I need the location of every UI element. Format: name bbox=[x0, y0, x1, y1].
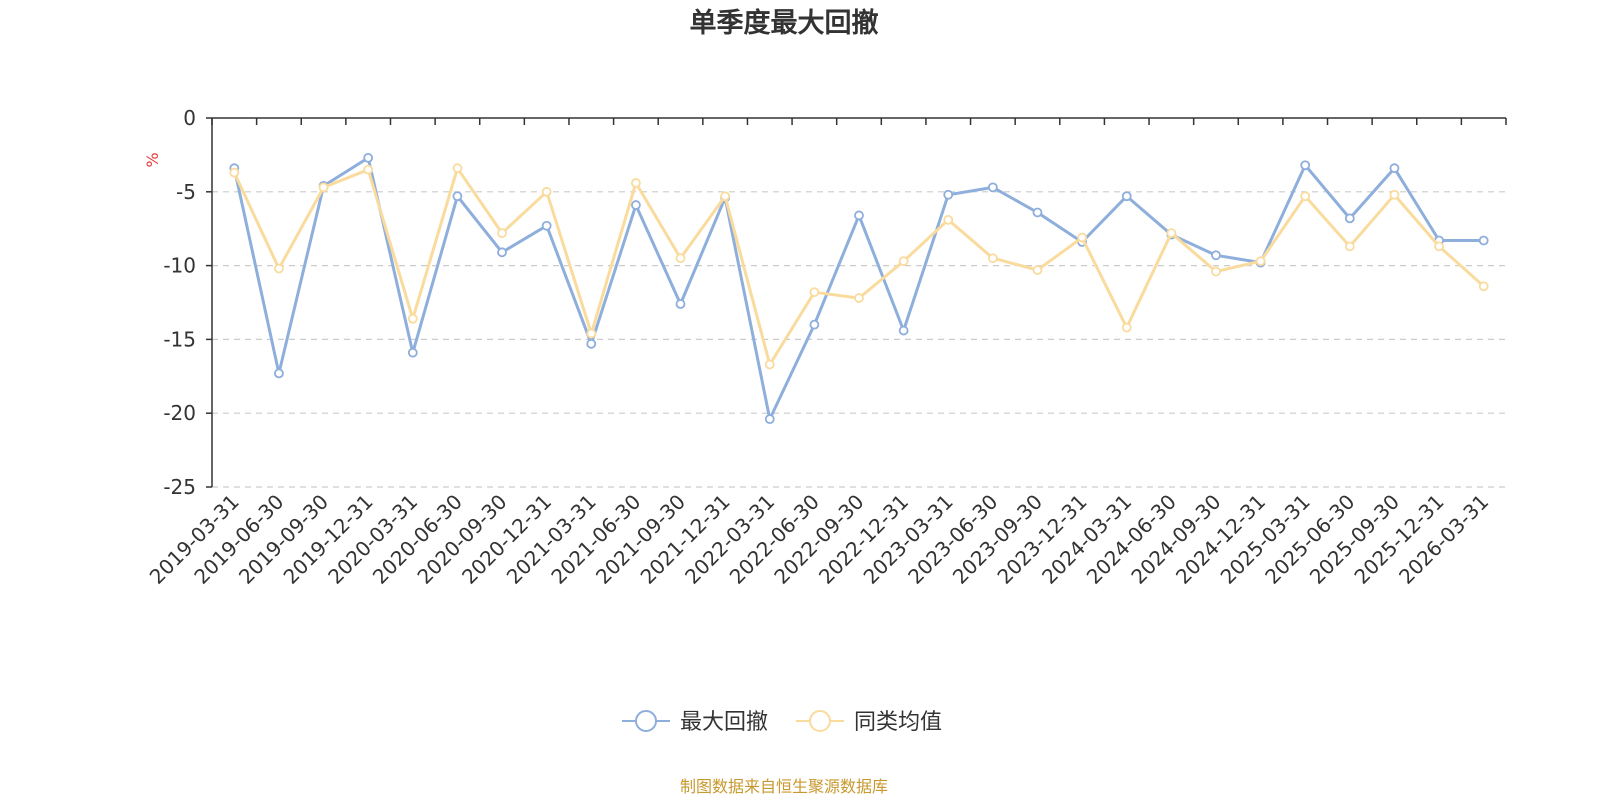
data-point[interactable] bbox=[675, 253, 686, 264]
data-point[interactable] bbox=[452, 191, 463, 202]
data-point[interactable] bbox=[1344, 241, 1355, 252]
data-point[interactable] bbox=[1389, 189, 1400, 200]
y-tick-label: -10 bbox=[163, 254, 196, 278]
data-point[interactable] bbox=[854, 293, 864, 303]
legend-marker bbox=[635, 710, 657, 732]
axes bbox=[211, 117, 1506, 487]
data-point[interactable] bbox=[809, 319, 820, 330]
data-point[interactable] bbox=[541, 220, 552, 231]
y-axis-ticks: 0 -5 -10 -15 -20 -25 bbox=[163, 106, 212, 499]
data-point[interactable] bbox=[764, 414, 775, 425]
data-point[interactable] bbox=[1032, 207, 1043, 218]
y-tick-label: 0 bbox=[183, 106, 196, 130]
series-line bbox=[232, 166, 1485, 366]
data-point[interactable] bbox=[675, 299, 686, 309]
data-point[interactable] bbox=[630, 200, 641, 210]
data-point[interactable] bbox=[720, 191, 731, 202]
x-axis-ticks: 2019-03-312019-06-302019-09-302019-12-31… bbox=[145, 118, 1507, 589]
y-tick-label: -20 bbox=[163, 401, 196, 425]
series-group bbox=[229, 152, 1489, 425]
data-point[interactable] bbox=[497, 228, 507, 239]
data-point[interactable] bbox=[1434, 241, 1444, 252]
chart-title: 单季度最大回撤 bbox=[690, 7, 879, 39]
data-point[interactable] bbox=[898, 325, 909, 336]
data-point[interactable] bbox=[854, 210, 864, 221]
data-source-note: 制图数据来自恒生聚源数据库 bbox=[680, 777, 888, 796]
data-point[interactable] bbox=[1211, 250, 1221, 261]
data-point[interactable] bbox=[943, 189, 954, 200]
data-point[interactable] bbox=[497, 247, 507, 258]
data-point[interactable] bbox=[407, 347, 418, 358]
data-point[interactable] bbox=[586, 338, 597, 349]
data-point[interactable] bbox=[1255, 256, 1266, 267]
data-point[interactable] bbox=[987, 253, 998, 264]
data-point[interactable] bbox=[1121, 322, 1132, 333]
data-point[interactable] bbox=[1389, 163, 1400, 174]
legend-label: 最大回撤 bbox=[680, 710, 768, 735]
y-tick-label: -25 bbox=[163, 475, 196, 499]
legend[interactable]: 最大回撤 同类均值 bbox=[622, 710, 942, 735]
data-point[interactable] bbox=[452, 163, 463, 174]
data-point[interactable] bbox=[1344, 213, 1355, 224]
data-point[interactable] bbox=[586, 328, 597, 339]
y-axis-unit: % bbox=[143, 152, 162, 167]
data-point[interactable] bbox=[1211, 266, 1221, 277]
data-point[interactable] bbox=[1121, 191, 1132, 202]
data-point[interactable] bbox=[898, 256, 909, 267]
data-point[interactable] bbox=[541, 186, 552, 197]
data-point[interactable] bbox=[1478, 281, 1489, 292]
data-point[interactable] bbox=[363, 164, 374, 175]
data-point[interactable] bbox=[363, 152, 374, 163]
y-tick-label: -15 bbox=[163, 327, 196, 351]
data-point[interactable] bbox=[407, 313, 418, 324]
data-point[interactable] bbox=[1478, 235, 1489, 246]
legend-marker bbox=[809, 710, 831, 732]
data-point[interactable] bbox=[274, 368, 284, 379]
data-point[interactable] bbox=[1166, 228, 1177, 239]
data-point[interactable] bbox=[229, 167, 240, 178]
series-2 bbox=[229, 163, 1489, 370]
data-point[interactable] bbox=[943, 214, 954, 225]
grid-lines bbox=[212, 191, 1506, 488]
legend-label: 同类均值 bbox=[854, 710, 942, 735]
legend-item-1[interactable]: 最大回撤 bbox=[622, 710, 768, 735]
data-point[interactable] bbox=[1300, 160, 1311, 171]
y-tick-label: -5 bbox=[176, 180, 196, 204]
data-point[interactable] bbox=[809, 287, 820, 298]
data-point[interactable] bbox=[274, 263, 284, 274]
data-point[interactable] bbox=[318, 182, 329, 193]
legend-item-2[interactable]: 同类均值 bbox=[796, 710, 942, 735]
data-point[interactable] bbox=[1300, 191, 1311, 202]
data-point[interactable] bbox=[764, 359, 775, 370]
series-1 bbox=[229, 152, 1489, 425]
data-point[interactable] bbox=[987, 182, 998, 193]
data-point[interactable] bbox=[1077, 232, 1088, 243]
data-point[interactable] bbox=[630, 178, 641, 188]
data-point[interactable] bbox=[1032, 265, 1043, 275]
